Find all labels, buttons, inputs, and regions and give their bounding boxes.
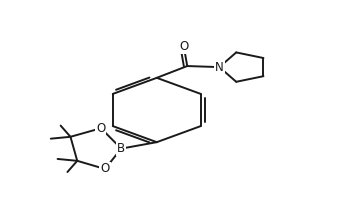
Text: O: O (100, 163, 110, 176)
Text: B: B (117, 142, 125, 155)
Text: O: O (179, 40, 189, 53)
Text: O: O (96, 122, 106, 135)
Text: N: N (215, 61, 224, 74)
